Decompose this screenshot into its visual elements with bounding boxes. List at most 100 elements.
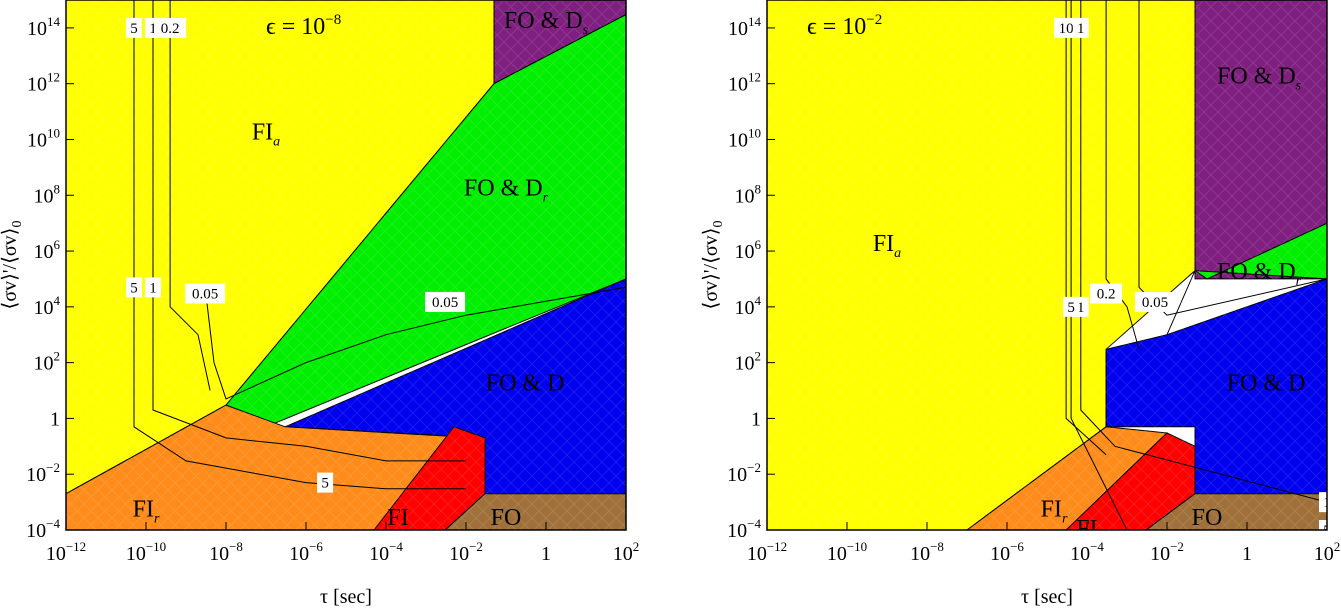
contour-line-1 <box>1080 0 1327 503</box>
x-tick-label: 1 <box>1242 543 1252 565</box>
region-label-fo-d-r: FO & Dr <box>464 175 549 205</box>
region-label-fi-a: FIa <box>873 231 901 261</box>
region-label-fi: FI <box>387 505 408 531</box>
contour-line-5 <box>133 0 466 490</box>
contour-line-0.05 <box>204 286 626 400</box>
x-axis-label: τ [sec] <box>1021 586 1073 608</box>
region-label-fo-d: FO & D <box>486 371 565 397</box>
y-tick-label: 1012 <box>27 70 60 96</box>
svg-text:5: 5 <box>130 21 138 37</box>
contour-label-1: 1 <box>1319 492 1331 513</box>
y-tick-label: 108 <box>735 181 762 207</box>
y-tick-label: 10−2 <box>26 460 60 486</box>
svg-text:0.2: 0.2 <box>161 21 180 37</box>
svg-text:5: 5 <box>130 280 138 296</box>
y-tick-label: 10−2 <box>727 460 761 486</box>
x-tick-label: 10−4 <box>369 539 403 565</box>
svg-text:1: 1 <box>1323 495 1331 511</box>
x-tick-label: 10−10 <box>126 539 166 565</box>
y-tick-label: 1010 <box>728 125 761 151</box>
epsilon-annotation: ϵ = 10−8 <box>266 12 341 40</box>
y-tick-label: 1014 <box>728 14 762 40</box>
x-tick-label: 10−8 <box>209 539 243 565</box>
svg-text:1: 1 <box>1077 300 1085 316</box>
svg-text:10: 10 <box>1059 21 1074 37</box>
y-tick-label: 108 <box>34 181 61 207</box>
y-tick-label: 1 <box>751 408 761 430</box>
x-tick-label: 10−6 <box>990 539 1024 565</box>
contour-line-5 <box>1070 0 1327 530</box>
y-tick-label: 106 <box>34 237 61 263</box>
y-tick-label: 10−4 <box>26 516 60 542</box>
contour-label-0.05: 0.05 <box>1134 291 1175 312</box>
contour-label-5: 5 <box>317 472 334 493</box>
svg-text:5: 5 <box>1323 523 1331 539</box>
contour-label-5: 5 <box>125 277 142 298</box>
y-tick-label: 106 <box>735 237 762 263</box>
x-tick-label: 10−12 <box>46 539 86 565</box>
svg-text:1: 1 <box>149 21 157 37</box>
svg-text:0.05: 0.05 <box>432 295 458 311</box>
svg-text:1: 1 <box>149 280 157 296</box>
y-tick-label: 102 <box>735 349 762 375</box>
svg-text:0.05: 0.05 <box>1142 295 1168 311</box>
contour-label-1: 1 <box>145 277 162 298</box>
region-label-fo-d-s: FO & Ds <box>1217 64 1302 94</box>
y-tick-label: 1012 <box>728 70 761 96</box>
hatch-overlay <box>767 0 1327 530</box>
contour-line-10 <box>1065 0 1107 456</box>
x-tick-label: 102 <box>1314 539 1341 565</box>
contour-label-10: 10 <box>1054 17 1079 38</box>
region-label-fo-d: FO & D <box>1227 371 1306 397</box>
svg-text:1: 1 <box>1077 21 1085 37</box>
region-label-fi-r: FIr <box>133 497 160 527</box>
svg-text:0.05: 0.05 <box>192 287 218 303</box>
contour-label-0.05: 0.05 <box>185 283 226 304</box>
region-label-fo: FO <box>491 505 522 531</box>
svg-text:0.2: 0.2 <box>1097 287 1116 303</box>
x-axis-label: τ [sec] <box>320 586 372 608</box>
plot-frame <box>766 0 1328 531</box>
region-label-fo-d-s: FO & Ds <box>504 8 589 38</box>
y-tick-label: 1 <box>50 408 60 430</box>
contour-label-0.05: 0.05 <box>425 291 466 312</box>
region-label-fi-r: FIr <box>1041 497 1068 527</box>
y-tick-label: 1010 <box>27 125 60 151</box>
x-tick-label: 10−8 <box>910 539 944 565</box>
x-tick-label: 10−2 <box>1150 539 1184 565</box>
x-tick-label: 10−6 <box>289 539 323 565</box>
contour-label-1: 1 <box>1072 17 1089 38</box>
contour-label-0.2: 0.2 <box>154 17 187 38</box>
region-label-fo: FO <box>1192 505 1223 531</box>
y-tick-label: 104 <box>735 293 762 319</box>
region-label-fi-a: FIa <box>252 119 280 149</box>
y-axis-label: ⟨σv⟩'/⟨σv⟩0 <box>0 221 25 310</box>
contour-label-0.2: 0.2 <box>1090 283 1123 304</box>
contour-line-0.2 <box>169 0 211 391</box>
plot-frame <box>65 0 627 531</box>
contour-label-5: 5 <box>1063 296 1080 317</box>
y-axis-label: ⟨σv⟩'/⟨σv⟩0 <box>700 221 726 310</box>
y-tick-label: 10−4 <box>727 516 761 542</box>
x-tick-label: 10−4 <box>1070 539 1104 565</box>
contour-label-5: 5 <box>125 17 142 38</box>
x-tick-label: 10−10 <box>827 539 867 565</box>
x-tick-label: 10−12 <box>747 539 787 565</box>
x-tick-label: 102 <box>613 539 640 565</box>
y-tick-label: 102 <box>34 349 61 375</box>
region-label-fo-d-r: FO & Dr <box>1217 259 1302 289</box>
svg-text:5: 5 <box>1067 300 1075 316</box>
contour-label-5: 5 <box>1319 520 1331 539</box>
hatch-overlay <box>66 0 626 530</box>
y-tick-label: 104 <box>34 293 61 319</box>
y-tick-label: 1014 <box>27 14 61 40</box>
x-tick-label: 10−2 <box>449 539 483 565</box>
epsilon-annotation: ϵ = 10−2 <box>807 12 882 40</box>
x-tick-label: 1 <box>541 543 551 565</box>
svg-text:5: 5 <box>321 476 329 492</box>
